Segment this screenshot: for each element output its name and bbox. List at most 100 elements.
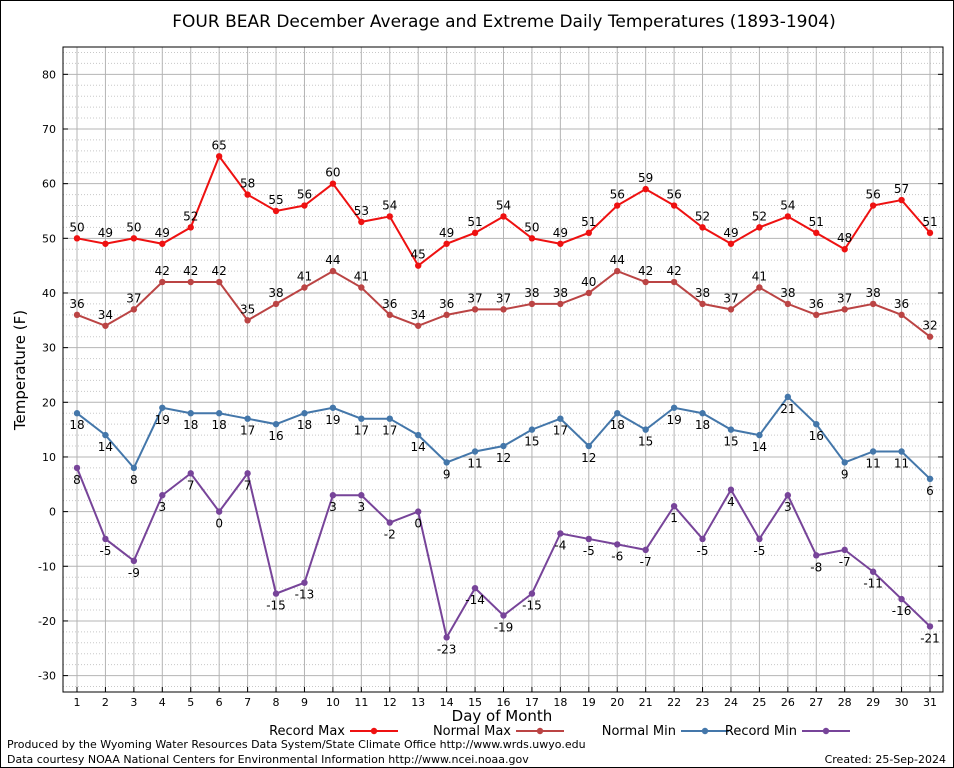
normal-max-point (159, 278, 166, 286)
normal-max-data-label: 41 (752, 270, 767, 284)
record-min-data-label: -16 (892, 604, 912, 618)
record-max-data-label: 50 (524, 220, 539, 234)
record-max-point (272, 207, 280, 215)
normal-min-data-label: 18 (695, 418, 710, 432)
normal-min-data-label: 11 (467, 456, 482, 470)
normal-min-point (187, 410, 194, 417)
record-max-point (73, 235, 81, 242)
normal-min-data-label: 15 (524, 435, 539, 449)
normal-max-data-label: 35 (240, 302, 255, 316)
x-tick-label: 10 (326, 696, 340, 709)
normal-min-data-label: 12 (581, 451, 596, 465)
legend: Record Max Normal Max Normal Min Record Min (269, 724, 850, 739)
normal-max-data-label: 36 (894, 297, 909, 311)
x-tick-label: 27 (809, 696, 823, 709)
record-max-data-label: 65 (212, 138, 227, 152)
normal-min-point (102, 431, 109, 439)
record-min-data-label: -21 (920, 631, 940, 645)
normal-min-point (73, 410, 81, 417)
record-min-data-label: -5 (99, 544, 111, 558)
legend-label-normal-max: Normal Max (433, 724, 511, 739)
record-max-point (443, 240, 450, 247)
record-min-point (73, 464, 81, 472)
normal-max-data-label: 37 (723, 291, 738, 305)
normal-max-point (926, 333, 934, 340)
normal-min-point (215, 410, 223, 417)
y-tick-label: 20 (42, 396, 56, 409)
record-min-data-label: 0 (414, 517, 422, 531)
record-min-data-label: 1 (670, 511, 678, 525)
normal-max-data-label: 36 (382, 297, 397, 311)
normal-min-data-label: 15 (723, 435, 738, 449)
record-max-data-label: 45 (411, 248, 426, 262)
normal-min-point (358, 415, 365, 422)
normal-min-point (614, 410, 621, 417)
x-tick-label: 14 (440, 696, 454, 709)
record-min-point (415, 508, 422, 515)
normal-max-point (415, 322, 422, 329)
x-tick-label: 9 (301, 696, 308, 709)
record-max-point (642, 185, 649, 193)
record-min-point (784, 492, 792, 499)
x-tick-label: 7 (244, 696, 251, 709)
normal-min-point (585, 442, 592, 450)
normal-min-data-label: 8 (130, 473, 138, 487)
normal-max-data-label: 38 (780, 286, 795, 300)
record-min-point (130, 557, 138, 565)
x-tick-label: 16 (497, 696, 511, 709)
record-max-point (557, 240, 564, 247)
normal-min-data-label: 17 (354, 424, 369, 438)
normal-max-data-label: 42 (183, 264, 198, 278)
normal-min-data-label: 12 (496, 451, 511, 465)
normal-min-data-label: 18 (183, 418, 198, 432)
x-tick-label: 17 (525, 696, 539, 709)
normal-max-point (244, 317, 251, 324)
record-max-data-label: 49 (439, 226, 454, 240)
legend-marker-record-min (822, 727, 830, 735)
normal-min-point (642, 426, 649, 433)
normal-min-data-label: 19 (155, 413, 170, 427)
normal-max-point (443, 311, 450, 319)
record-min-data-label: -11 (863, 577, 883, 591)
record-max-data-label: 51 (809, 215, 824, 229)
record-min-point (301, 579, 308, 586)
y-tick-label: 50 (42, 232, 56, 245)
record-min-data-label: 7 (244, 478, 252, 492)
x-tick-label: 8 (273, 696, 280, 709)
x-tick-label: 25 (752, 696, 766, 709)
normal-min-point (898, 448, 905, 455)
normal-max-point (642, 278, 649, 286)
record-max-point (358, 218, 365, 226)
record-max-point (159, 240, 166, 247)
record-min-data-label: -13 (295, 588, 315, 602)
record-min-data-label: -15 (266, 599, 286, 613)
footer-producer: Produced by the Wyoming Water Resources … (7, 738, 586, 751)
normal-min-point (415, 431, 422, 439)
record-max-data-label: 52 (695, 209, 710, 223)
record-max-point (614, 202, 621, 209)
normal-max-data-label: 34 (411, 308, 426, 322)
normal-max-point (187, 278, 194, 286)
record-min-data-label: -5 (583, 544, 595, 558)
record-max-data-label: 49 (553, 226, 568, 240)
record-min-point (500, 612, 507, 619)
x-tick-label: 28 (838, 696, 852, 709)
normal-max-point (130, 306, 138, 313)
record-max-data-label: 49 (155, 226, 170, 240)
normal-min-data-label: 17 (553, 424, 568, 438)
y-tick-label: 30 (42, 342, 56, 355)
record-max-point (784, 213, 792, 220)
y-axis-label: Temperature (F) (11, 310, 29, 431)
normal-max-point (614, 267, 621, 275)
normal-min-data-label: 19 (666, 413, 681, 427)
x-tick-label: 1 (74, 696, 81, 709)
normal-max-point (841, 306, 848, 313)
normal-min-point (727, 426, 735, 433)
record-min-data-label: -4 (554, 538, 566, 552)
normal-min-data-label: 14 (98, 440, 113, 454)
normal-max-data-label: 42 (212, 264, 227, 278)
normal-max-point (784, 300, 792, 308)
footer-created-date: Created: 25-Sep-2024 (824, 753, 946, 766)
x-tick-label: 11 (354, 696, 368, 709)
x-tick-label: 4 (159, 696, 166, 709)
